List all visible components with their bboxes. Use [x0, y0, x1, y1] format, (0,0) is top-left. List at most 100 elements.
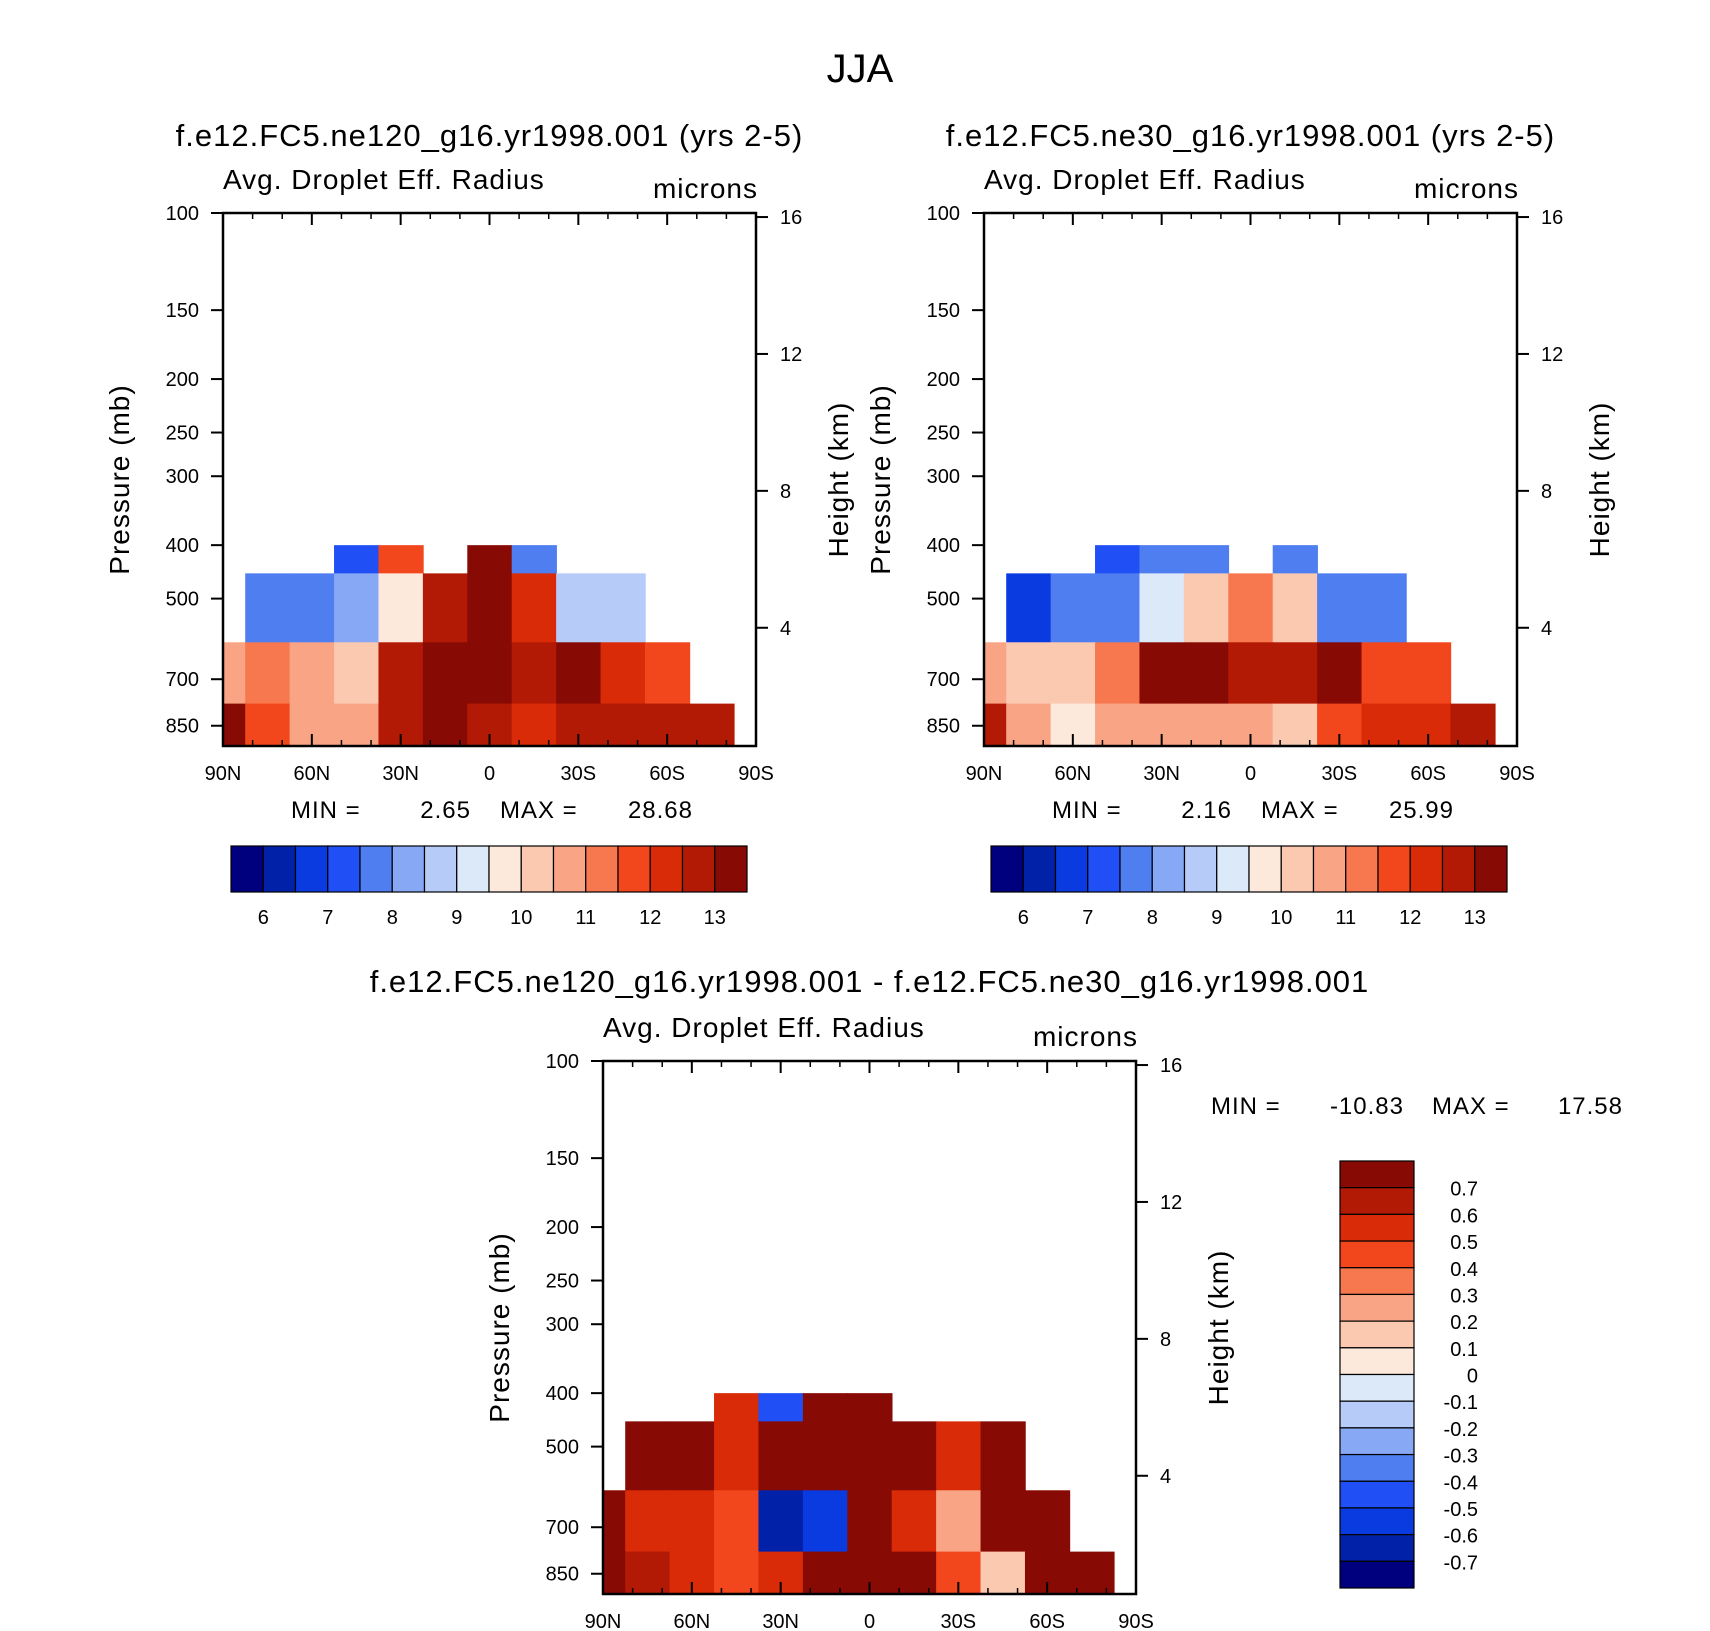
y-tick-label: 150 [546, 1148, 579, 1170]
data-cell [1183, 573, 1230, 644]
data-cell [1006, 642, 1052, 705]
colorbar-box [617, 845, 651, 893]
colorbar-label: 0.3 [1450, 1285, 1478, 1307]
data-cell [758, 1490, 804, 1553]
x-tick-label: 90S [738, 763, 774, 785]
y-tick-label: 850 [927, 716, 960, 738]
colorbar-label: 0.7 [1450, 1179, 1478, 1201]
colorbar-label: 10 [510, 907, 532, 929]
colorbar-label: 7 [1082, 907, 1093, 929]
colorbar-label: 0.1 [1450, 1339, 1478, 1361]
colorbar-box [552, 845, 587, 893]
max-label: MAX = [1261, 797, 1339, 824]
data-cell [289, 642, 335, 705]
data-cell [1095, 703, 1141, 747]
data-cell [245, 573, 291, 644]
data-cell [467, 573, 513, 644]
data-cell [714, 1490, 760, 1553]
data-cell [1024, 1490, 1071, 1553]
data-cell [600, 703, 646, 747]
figure-title: JJA [827, 47, 894, 91]
data-cell [378, 545, 424, 575]
y-tick-label: 400 [166, 535, 199, 557]
y-tick-label: 850 [546, 1564, 579, 1586]
data-cell [1183, 703, 1230, 747]
y-tick-label: 500 [166, 589, 199, 611]
x-tick-label: 30S [561, 763, 597, 785]
y-tick-label: 850 [166, 716, 199, 738]
data-cell [1139, 642, 1185, 705]
colorbar: 6 7 8 9 10 11 12 13 [990, 845, 1508, 929]
data-cell [802, 1551, 849, 1595]
data-cell [245, 642, 291, 705]
colorbar: 0.7 0.6 0.5 0.4 0.3 0.2 0.1 0 -0.1 -0.2 -0.3 -0.4 -0… [1339, 1160, 1478, 1589]
y-axis-label: Pressure (mb) [104, 384, 135, 574]
colorbar-label: -0.1 [1444, 1392, 1478, 1414]
colorbar-label: 9 [451, 907, 462, 929]
data-cell [511, 573, 557, 644]
y-tick-label: 400 [927, 535, 960, 557]
data-cell [556, 642, 602, 705]
colorbar-label: 11 [1335, 907, 1356, 929]
x-tick-label: 60N [673, 1611, 710, 1631]
max-value: 28.68 [628, 797, 693, 824]
colorbar-label: -0.3 [1444, 1446, 1478, 1468]
data-cell [511, 545, 557, 575]
colorbar-label: 0 [1467, 1366, 1478, 1388]
data-cell [1228, 573, 1274, 644]
colorbar-box [1151, 845, 1186, 893]
colorbar-label: 13 [704, 907, 726, 929]
data-field [223, 545, 735, 747]
min-label: MIN = [1052, 797, 1122, 824]
data-cell [847, 1421, 893, 1492]
data-cell [625, 1490, 671, 1553]
y2-tick-label: 12 [1541, 344, 1563, 366]
data-cell [936, 1490, 982, 1553]
colorbar-box [1339, 1534, 1415, 1562]
colorbar-label: 6 [1018, 907, 1029, 929]
colorbar-box [1474, 845, 1508, 893]
colorbar-box [1339, 1560, 1415, 1589]
y-tick-label: 200 [166, 369, 199, 391]
colorbar-box [294, 845, 329, 893]
data-cell [689, 703, 735, 747]
x-tick-label: 30N [1143, 763, 1180, 785]
data-cell [1272, 642, 1318, 705]
min-value: 2.65 [420, 797, 471, 824]
data-cell [1317, 642, 1363, 705]
data-cell [603, 1551, 627, 1595]
y-tick-label: 700 [927, 669, 960, 691]
colorbar-label: 7 [322, 907, 333, 929]
data-cell [802, 1421, 849, 1492]
max-value: 25.99 [1389, 797, 1454, 824]
colorbar-box [990, 845, 1024, 893]
data-cell [1050, 573, 1096, 644]
x-tick-label: 0 [1245, 763, 1256, 785]
y2-axis-label: Height (km) [1584, 402, 1615, 558]
colorbar-box [1054, 845, 1089, 893]
y-tick-label: 500 [546, 1437, 579, 1459]
data-cell [758, 1393, 804, 1423]
x-tick-label: 0 [484, 763, 495, 785]
colorbar-box [1339, 1213, 1415, 1242]
data-cell [984, 642, 1008, 705]
units-label: microns [1033, 1021, 1138, 1052]
colorbar-box [1339, 1293, 1415, 1322]
y2-tick-label: 16 [1160, 1055, 1182, 1077]
colorbar-label: 6 [258, 907, 269, 929]
data-cell [758, 1421, 804, 1492]
colorbar-box [1339, 1320, 1415, 1349]
colorbar-box [1312, 845, 1347, 893]
data-cell [1183, 642, 1230, 705]
y2-tick-label: 4 [1541, 618, 1552, 640]
y-tick-label: 500 [927, 589, 960, 611]
y-tick-label: 100 [927, 203, 960, 225]
data-cell [603, 1490, 627, 1553]
data-cell [1228, 642, 1274, 705]
colorbar-box [1441, 845, 1476, 893]
data-cell [1272, 703, 1318, 747]
colorbar-box [1339, 1507, 1415, 1536]
y-tick-label: 400 [546, 1383, 579, 1405]
x-tick-label: 60N [293, 763, 330, 785]
